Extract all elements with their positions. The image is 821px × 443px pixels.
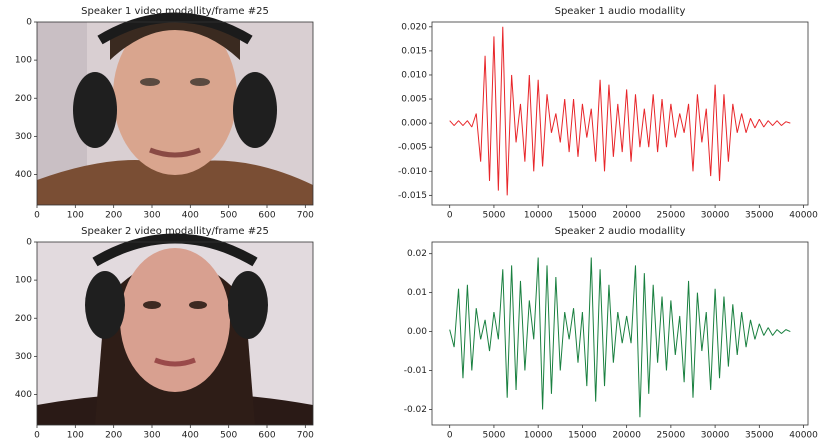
y-tick-label: 400 [15, 390, 32, 400]
x-tick-label: 40000 [789, 211, 818, 221]
x-tick-label: 300 [143, 431, 160, 441]
x-tick-label: 400 [182, 211, 199, 221]
y-tick-label: 0.010 [401, 70, 427, 80]
x-tick-label: 5000 [482, 431, 505, 441]
x-tick-label: 15000 [568, 211, 597, 221]
y-tick-label: -0.005 [398, 143, 427, 153]
x-tick-label: 20000 [612, 211, 641, 221]
x-tick-label: 25000 [657, 211, 686, 221]
subplot-title: Speaker 2 audio modallity [555, 226, 686, 237]
y-tick-label: 0.005 [401, 95, 427, 105]
x-tick-label: 600 [258, 431, 275, 441]
x-tick-label: 5000 [482, 211, 505, 221]
x-tick-label: 20000 [612, 431, 641, 441]
y-tick-label: -0.010 [398, 167, 427, 177]
x-tick-label: 35000 [745, 431, 774, 441]
x-tick-label: 25000 [657, 431, 686, 441]
y-tick-label: 400 [15, 170, 32, 180]
x-tick-label: 700 [297, 211, 314, 221]
y-tick-label: 0.020 [401, 22, 427, 32]
x-tick-label: 500 [220, 431, 237, 441]
y-tick-label: 0.00 [407, 327, 427, 337]
x-tick-label: 10000 [524, 211, 553, 221]
y-tick-label: 0.015 [401, 46, 427, 56]
figure: Speaker 1 video modallity/frame #25 0 100 2… [0, 0, 821, 443]
subplot-title: Speaker 1 audio modallity [555, 6, 686, 17]
axes-frame [432, 22, 808, 205]
y-tick-label: 0.000 [401, 119, 427, 129]
x-tick-label: 40000 [789, 431, 818, 441]
y-tick-label: -0.02 [404, 405, 427, 415]
subplot-title: Speaker 2 video modallity/frame #25 [81, 226, 269, 237]
x-tick-label: 35000 [745, 211, 774, 221]
y-tick-label: 100 [15, 56, 32, 66]
x-tick-label: 10000 [524, 431, 553, 441]
waveform [450, 27, 791, 196]
x-tick-label: 700 [297, 431, 314, 441]
y-tick-label: 100 [15, 276, 32, 286]
y-tick-label: -0.01 [404, 366, 427, 376]
y-tick-label: 300 [15, 132, 32, 142]
x-tick-label: 200 [105, 211, 122, 221]
axes-frame [432, 242, 808, 425]
x-tick-label: 500 [220, 211, 237, 221]
x-tick-label: 400 [182, 431, 199, 441]
x-tick-label: 100 [67, 211, 84, 221]
waveform [450, 258, 791, 418]
y-tick-label: 0.02 [407, 249, 427, 259]
x-tick-label: 0 [447, 431, 453, 441]
x-tick-label: 100 [67, 431, 84, 441]
x-tick-label: 0 [447, 211, 453, 221]
x-tick-label: 15000 [568, 431, 597, 441]
y-tick-label: 0 [26, 238, 32, 248]
x-tick-label: 600 [258, 211, 275, 221]
x-tick-label: 30000 [701, 211, 730, 221]
y-tick-label: 0.01 [407, 288, 427, 298]
video-frame-1 [37, 15, 313, 205]
y-tick-label: 300 [15, 352, 32, 362]
x-tick-label: 30000 [701, 431, 730, 441]
y-tick-label: 200 [15, 94, 32, 104]
y-tick-label: -0.015 [398, 191, 427, 201]
y-tick-label: 0 [26, 18, 32, 28]
x-tick-label: 0 [34, 211, 40, 221]
x-tick-label: 300 [143, 211, 160, 221]
x-tick-label: 0 [34, 431, 40, 441]
video-frame-2 [37, 239, 313, 426]
y-tick-label: 200 [15, 314, 32, 324]
subplot-title: Speaker 1 video modallity/frame #25 [81, 6, 269, 17]
x-tick-label: 200 [105, 431, 122, 441]
